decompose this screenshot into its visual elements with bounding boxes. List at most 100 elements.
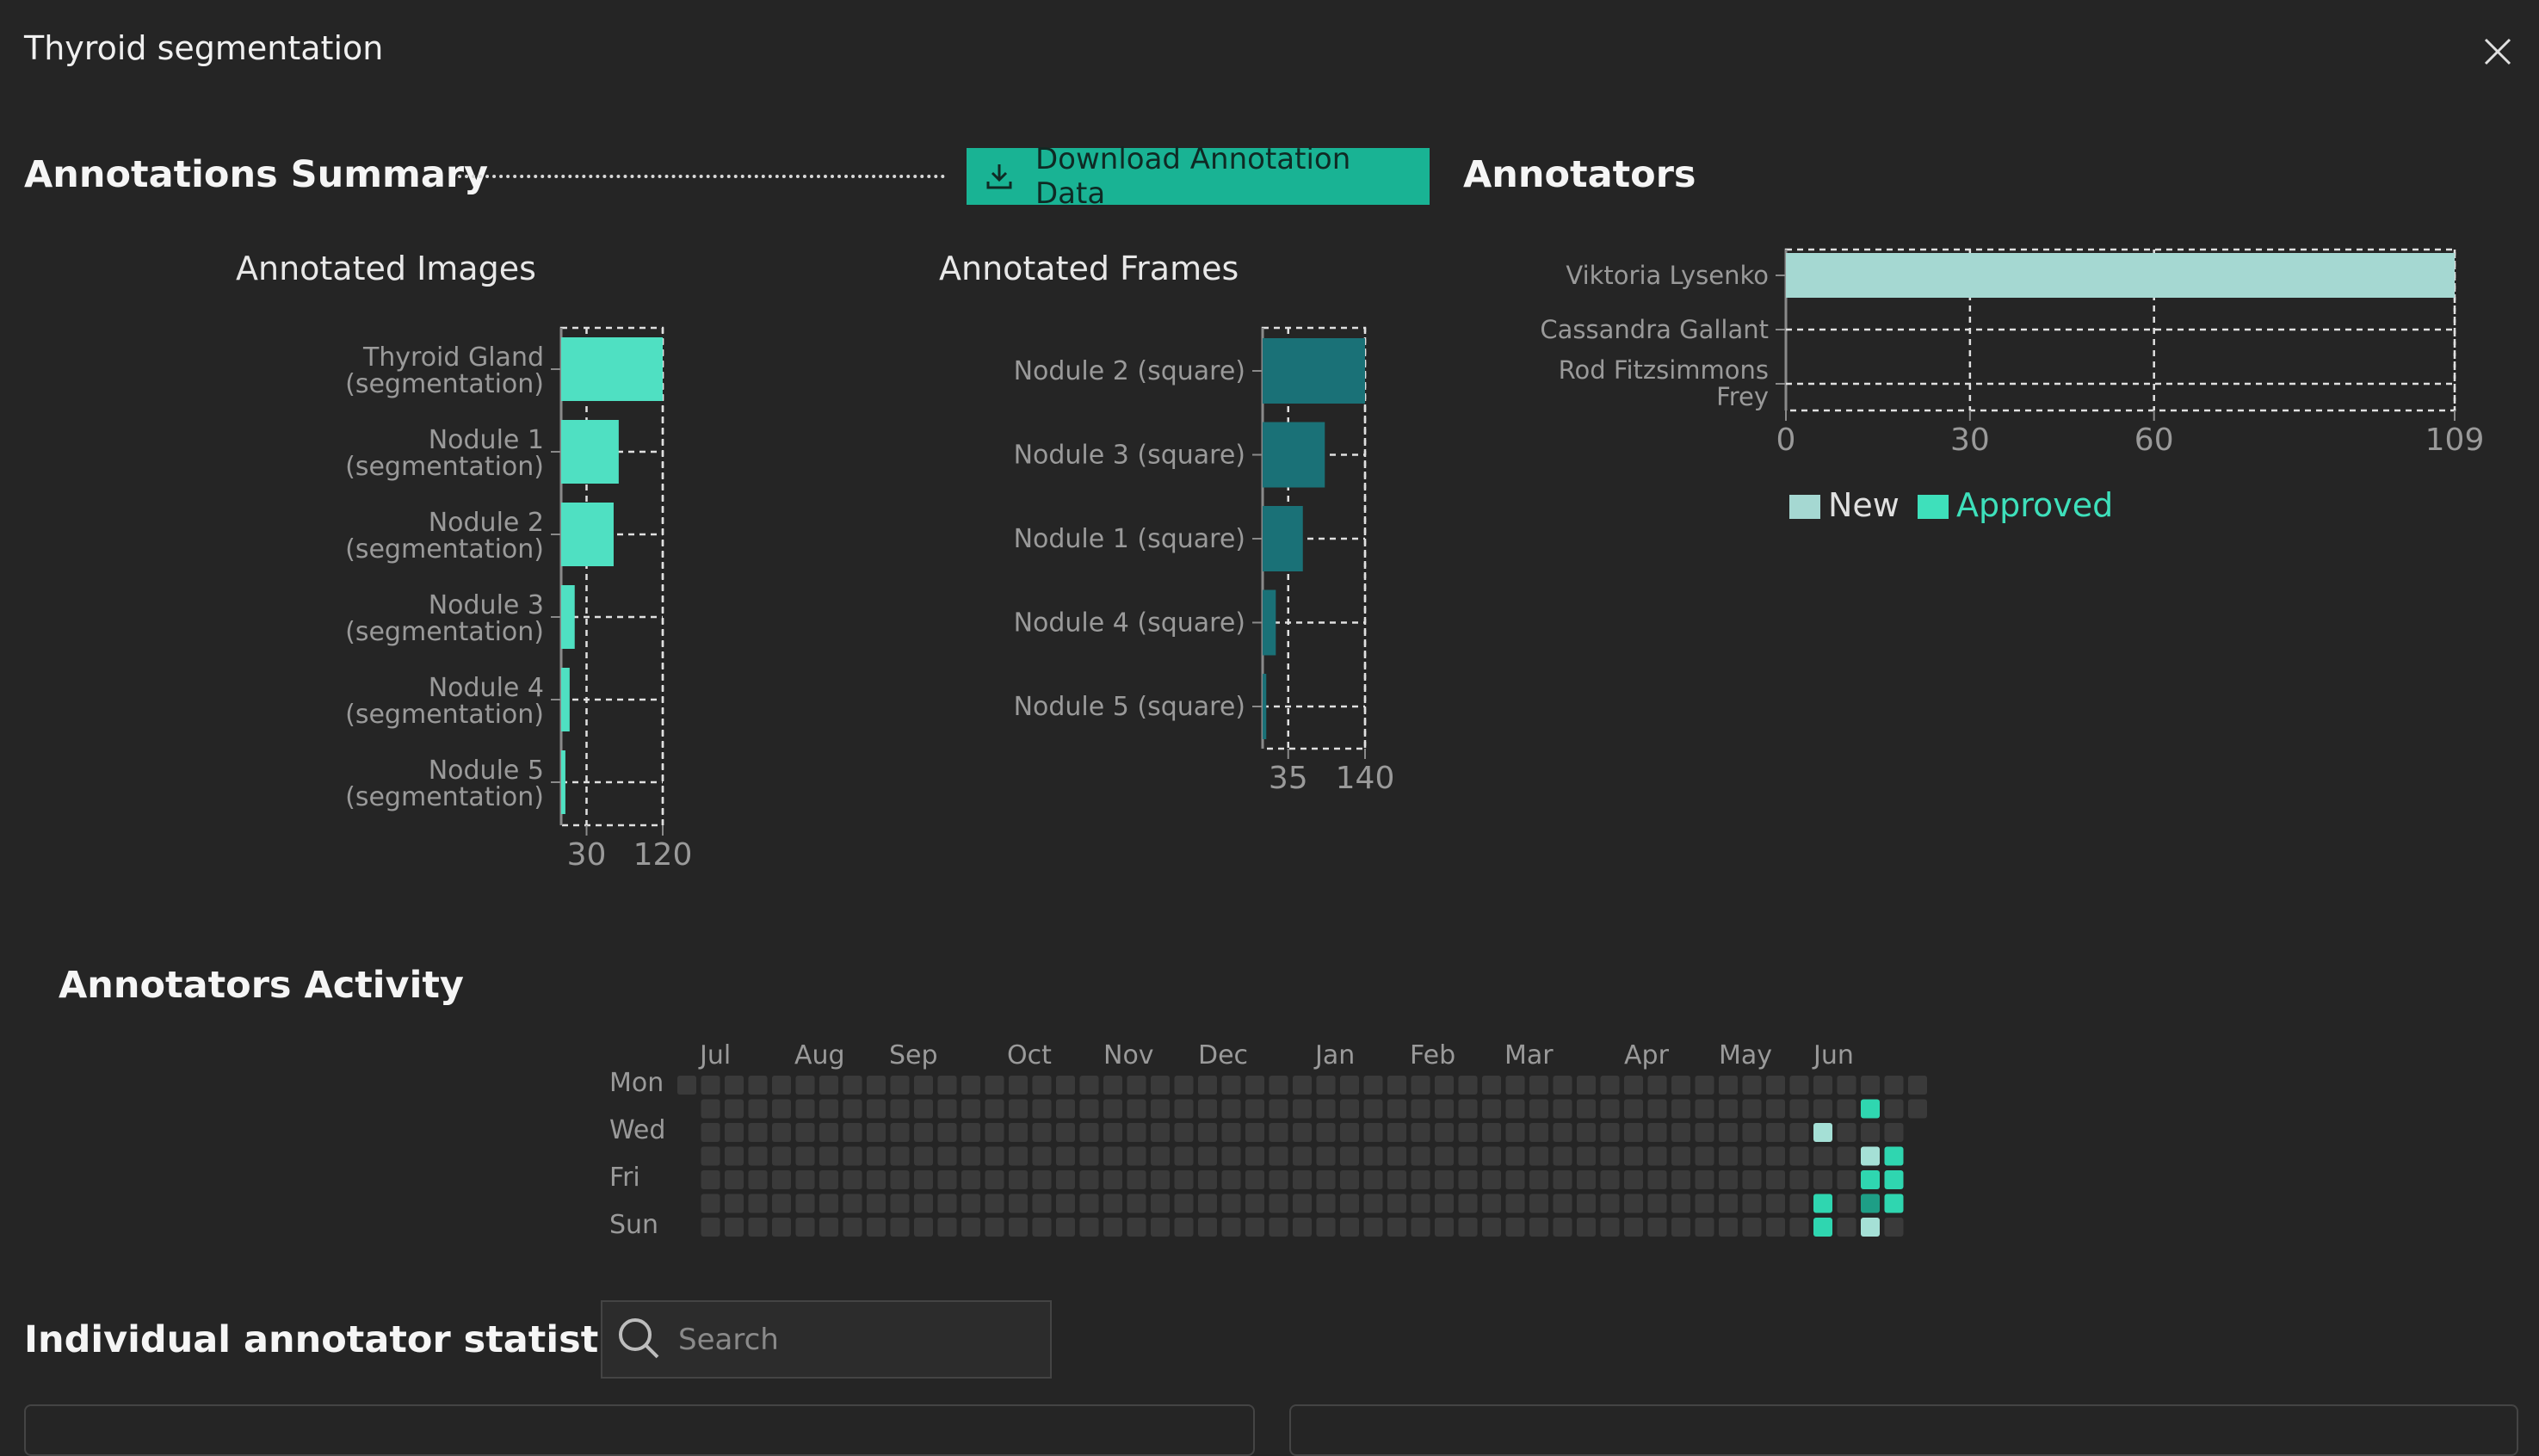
heatmap-cell [772, 1123, 791, 1142]
heatmap-cell [1861, 1170, 1880, 1189]
heatmap-cell [1316, 1170, 1336, 1189]
heatmap-cell [1671, 1170, 1690, 1189]
heatmap-cell [1861, 1076, 1880, 1095]
annotators-title: Annotators [1463, 153, 1696, 196]
heatmap-cell [1695, 1099, 1714, 1119]
heatmap-cell [1505, 1076, 1525, 1095]
heatmap-cell [1577, 1123, 1596, 1142]
heatmap-cell [795, 1123, 815, 1142]
heatmap-cell [1103, 1194, 1122, 1213]
heatmap-cell [843, 1218, 862, 1237]
heatmap-cell [1009, 1218, 1028, 1237]
bar [561, 585, 575, 649]
heatmap-cell [1742, 1099, 1762, 1119]
dotted-divider [458, 175, 945, 178]
heatmap-cell [1742, 1123, 1762, 1142]
month-label: Dec [1198, 1040, 1248, 1070]
heatmap-cell [1079, 1123, 1099, 1142]
heatmap-cell [867, 1218, 886, 1237]
plot-frame [1261, 326, 1367, 750]
heatmap-cell [1316, 1218, 1336, 1237]
heatmap-cell [1151, 1170, 1170, 1189]
heatmap-cell [1221, 1194, 1241, 1213]
heatmap-cell [795, 1099, 815, 1119]
heatmap-cell [1293, 1146, 1312, 1166]
heatmap-cell [1127, 1170, 1146, 1189]
heatmap-cell [1813, 1146, 1832, 1166]
heatmap-cell [1387, 1123, 1406, 1142]
bar [561, 503, 614, 566]
heatmap-cell [1269, 1123, 1288, 1142]
heatmap-cell [1458, 1218, 1478, 1237]
heatmap-cell [1032, 1123, 1052, 1142]
heatmap-cell [1458, 1170, 1478, 1189]
heatmap-cell [1363, 1218, 1383, 1237]
bar [1786, 253, 2455, 298]
x-tick-label: 109 [2425, 423, 2485, 458]
heatmap-cell [1789, 1146, 1809, 1166]
heatmap-cell [1600, 1146, 1620, 1166]
heatmap-cell [1435, 1076, 1454, 1095]
heatmap-cell [1079, 1076, 1099, 1095]
heatmap-cell [1174, 1123, 1194, 1142]
heatmap-cell [1293, 1076, 1312, 1095]
heatmap-cell [1127, 1218, 1146, 1237]
x-tick-label: 30 [1950, 423, 1990, 458]
heatmap-cell [867, 1170, 886, 1189]
heatmap-cell [677, 1076, 696, 1095]
heatmap-cell [1600, 1076, 1620, 1095]
heatmap-cell [1151, 1146, 1170, 1166]
search-box[interactable] [601, 1300, 1052, 1379]
heatmap-cell [937, 1099, 957, 1119]
search-input[interactable] [676, 1321, 1024, 1358]
heatmap-cell [1695, 1076, 1714, 1095]
heatmap-cell [772, 1194, 791, 1213]
heatmap-cell [1411, 1076, 1430, 1095]
heatmap-cell [1363, 1099, 1383, 1119]
close-icon[interactable] [2477, 31, 2518, 72]
y-tick-label: Nodule 5 (segmentation) [345, 756, 544, 812]
annotations-summary-title: Annotations Summary [24, 153, 489, 196]
heatmap-cell [748, 1123, 768, 1142]
heatmap-cell [1908, 1076, 1927, 1095]
heatmap-cell [1174, 1076, 1194, 1095]
y-tick-label: Nodule 5 (square) [1014, 692, 1245, 722]
heatmap-cell [1387, 1099, 1406, 1119]
heatmap-cell [961, 1099, 980, 1119]
heatmap-cell [1103, 1146, 1122, 1166]
heatmap-cell [1577, 1099, 1596, 1119]
heatmap-cell [1293, 1099, 1312, 1119]
heatmap-cell [1719, 1123, 1738, 1142]
heatmap-cell [1884, 1170, 1904, 1189]
heatmap-cell [961, 1218, 980, 1237]
heatmap-cell [961, 1123, 980, 1142]
heatmap-cell [1813, 1099, 1832, 1119]
heatmap-cell [1766, 1099, 1785, 1119]
heatmap-cell [843, 1099, 862, 1119]
month-label: Aug [794, 1040, 845, 1070]
heatmap-cell [1174, 1170, 1194, 1189]
y-tick-label: Nodule 2 (segmentation) [345, 508, 544, 565]
heatmap-cell [1813, 1194, 1832, 1213]
heatmap-cell [1861, 1218, 1880, 1237]
heatmap-cell [772, 1099, 791, 1119]
weekday-label: Sun [609, 1210, 658, 1240]
heatmap-cell [1813, 1076, 1832, 1095]
heatmap-cell [1458, 1123, 1478, 1142]
heatmap-cell [1695, 1218, 1714, 1237]
x-tick-label: 60 [2134, 423, 2174, 458]
heatmap-cell [1032, 1076, 1052, 1095]
heatmap-cell [1766, 1123, 1785, 1142]
heatmap-cell [1624, 1076, 1643, 1095]
heatmap-cell [1695, 1194, 1714, 1213]
heatmap-cell [1553, 1194, 1572, 1213]
bar [1263, 422, 1325, 488]
heatmap-cell [1056, 1194, 1075, 1213]
heatmap-cell [1671, 1194, 1690, 1213]
heatmap-cell [1221, 1076, 1241, 1095]
download-annotation-data-button[interactable]: Download Annotation Data [967, 142, 1430, 211]
heatmap-cell [1269, 1218, 1288, 1237]
heatmap-cell [1671, 1099, 1690, 1119]
heatmap-cell [1505, 1170, 1525, 1189]
heatmap-cell [1529, 1076, 1548, 1095]
